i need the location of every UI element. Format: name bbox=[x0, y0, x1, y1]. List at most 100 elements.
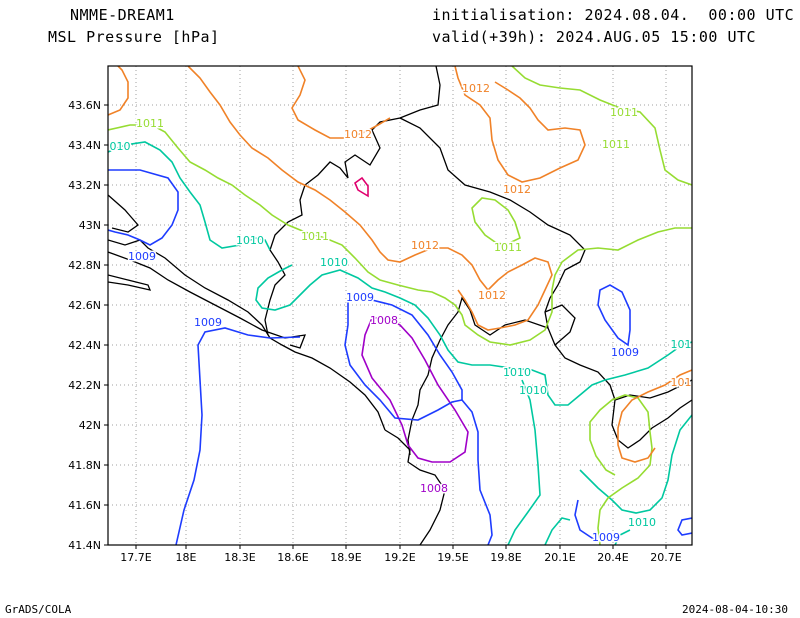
isobar-line bbox=[589, 394, 653, 545]
isobar-line bbox=[677, 517, 692, 536]
isobar-label-1010: 101 bbox=[671, 338, 692, 351]
isobar-line bbox=[108, 169, 179, 246]
tick-marks bbox=[104, 104, 667, 549]
isobar-label-1012: 1012 bbox=[411, 239, 439, 252]
lon-tick-label: 19.5E bbox=[437, 551, 468, 564]
isobar-1008 bbox=[361, 317, 469, 463]
isobar-label-1010: 1010 bbox=[320, 256, 348, 269]
isobar-label-1012: 101 bbox=[671, 376, 692, 389]
isobar-label-1010: 1010 bbox=[628, 516, 656, 529]
isobar-label-1012: 1012 bbox=[503, 183, 531, 196]
timestamp-text: 2024-08-04-10:30 bbox=[682, 603, 788, 616]
lat-tick-label: 43.4N bbox=[68, 139, 101, 152]
isobar-line bbox=[507, 379, 541, 545]
isobar-label-1009: 1009 bbox=[194, 316, 222, 329]
isobar-line bbox=[187, 66, 553, 331]
isobar-label-1012: 1012 bbox=[344, 128, 372, 141]
lon-tick-label: 20.7E bbox=[650, 551, 681, 564]
coastline bbox=[108, 251, 307, 349]
isobar-line bbox=[544, 517, 571, 545]
isobar-label-1011: 1011 bbox=[610, 106, 638, 119]
coastline bbox=[108, 194, 386, 431]
border bbox=[399, 117, 692, 449]
coastline-layer bbox=[108, 66, 692, 545]
lat-tick-label: 42.6N bbox=[68, 299, 101, 312]
isobar-line bbox=[175, 327, 301, 545]
isobar-1013 bbox=[354, 176, 369, 198]
isobar-line bbox=[108, 141, 271, 251]
lon-tick-label: 18E bbox=[176, 551, 197, 564]
isobar-line bbox=[614, 529, 631, 545]
lon-tick-label: 18.9E bbox=[330, 551, 361, 564]
isobar-label-1012: 1012 bbox=[462, 82, 490, 95]
isobar-label-1011: 1011 bbox=[602, 138, 630, 151]
isobar-line bbox=[291, 66, 391, 139]
lat-tick-label: 42N bbox=[79, 419, 101, 432]
isobar-line bbox=[371, 299, 463, 400]
isobar-label-1010: 010 bbox=[110, 140, 131, 153]
isobar-1012 bbox=[108, 66, 692, 463]
isobar-line bbox=[354, 176, 369, 198]
isobar-label-1009: 1009 bbox=[592, 531, 620, 544]
lon-tick-label: 17.7E bbox=[120, 551, 151, 564]
isobar-label-1009: 1009 bbox=[611, 346, 639, 359]
map-grid bbox=[108, 66, 692, 545]
lat-tick-label: 42.4N bbox=[68, 339, 101, 352]
isobar-line bbox=[597, 284, 631, 347]
border bbox=[264, 66, 441, 336]
lon-axis: 17.7E 18E 18.3E 18.6E 18.9E 19.2E 19.5E … bbox=[120, 551, 681, 564]
lon-tick-label: 20.4E bbox=[597, 551, 628, 564]
isobar-label-1011: 1011 bbox=[301, 230, 329, 243]
lat-tick-label: 43.6N bbox=[68, 99, 101, 112]
isobar-label-1011: 1011 bbox=[494, 241, 522, 254]
border bbox=[614, 379, 692, 401]
lon-tick-label: 18.6E bbox=[277, 551, 308, 564]
initialisation-time: initialisation: 2024.08.04. 00:00 UTC bbox=[432, 6, 795, 24]
isobar-label-1012: 1012 bbox=[478, 289, 506, 302]
isobar-label-1010: 1010 bbox=[503, 366, 531, 379]
lon-tick-label: 19.8E bbox=[490, 551, 521, 564]
isobar-label-1008: 1008 bbox=[370, 314, 398, 327]
isobar-label-1008: 1008 bbox=[420, 482, 448, 495]
coastline bbox=[108, 274, 152, 291]
isobar-line bbox=[511, 66, 692, 186]
isobar-line bbox=[617, 369, 692, 463]
lat-tick-label: 43.2N bbox=[68, 179, 101, 192]
coastline bbox=[384, 429, 446, 545]
isobar-1011 bbox=[108, 66, 692, 545]
credit-text: GrADS/COLA bbox=[5, 603, 72, 616]
lat-axis: 43.6N 43.4N 43.2N 43N 42.8N 42.6N 42.4N … bbox=[68, 99, 101, 552]
isobar-line bbox=[574, 499, 605, 541]
lat-tick-label: 43N bbox=[79, 219, 101, 232]
isobar-1010 bbox=[108, 141, 692, 545]
isobar-line bbox=[579, 414, 692, 514]
field-title: MSL Pressure [hPa] bbox=[48, 28, 220, 46]
lon-tick-label: 20.1E bbox=[544, 551, 575, 564]
isobar-label-1009: 1009 bbox=[346, 291, 374, 304]
isobar-label-1011: 1011 bbox=[136, 117, 164, 130]
isobar-label-1010: 1010 bbox=[519, 384, 547, 397]
lat-tick-label: 41.6N bbox=[68, 499, 101, 512]
isobar-label-1009: 1009 bbox=[128, 250, 156, 263]
border bbox=[544, 304, 576, 346]
isobar-line bbox=[361, 317, 469, 463]
lon-tick-label: 19.2E bbox=[384, 551, 415, 564]
contour-labels: 1012101210121012101210111011101110111011… bbox=[108, 81, 693, 546]
lat-tick-label: 42.8N bbox=[68, 259, 101, 272]
lat-tick-label: 41.4N bbox=[68, 539, 101, 552]
valid-time: valid(+39h): 2024.AUG.05 15:00 UTC bbox=[432, 28, 757, 46]
lat-tick-label: 42.2N bbox=[68, 379, 101, 392]
isobar-label-1010: 1010 bbox=[236, 234, 264, 247]
isobar-1009 bbox=[108, 169, 692, 545]
isobar-line bbox=[344, 300, 493, 545]
isobar-line bbox=[108, 124, 692, 346]
lat-tick-label: 41.8N bbox=[68, 459, 101, 472]
isobar-line bbox=[471, 197, 521, 246]
isobar-line bbox=[454, 66, 586, 183]
isobar-line bbox=[108, 66, 129, 116]
border bbox=[407, 296, 549, 456]
model-title: NMME-DREAM1 bbox=[70, 6, 175, 24]
isobar-line bbox=[255, 264, 692, 406]
lon-tick-label: 18.3E bbox=[224, 551, 255, 564]
